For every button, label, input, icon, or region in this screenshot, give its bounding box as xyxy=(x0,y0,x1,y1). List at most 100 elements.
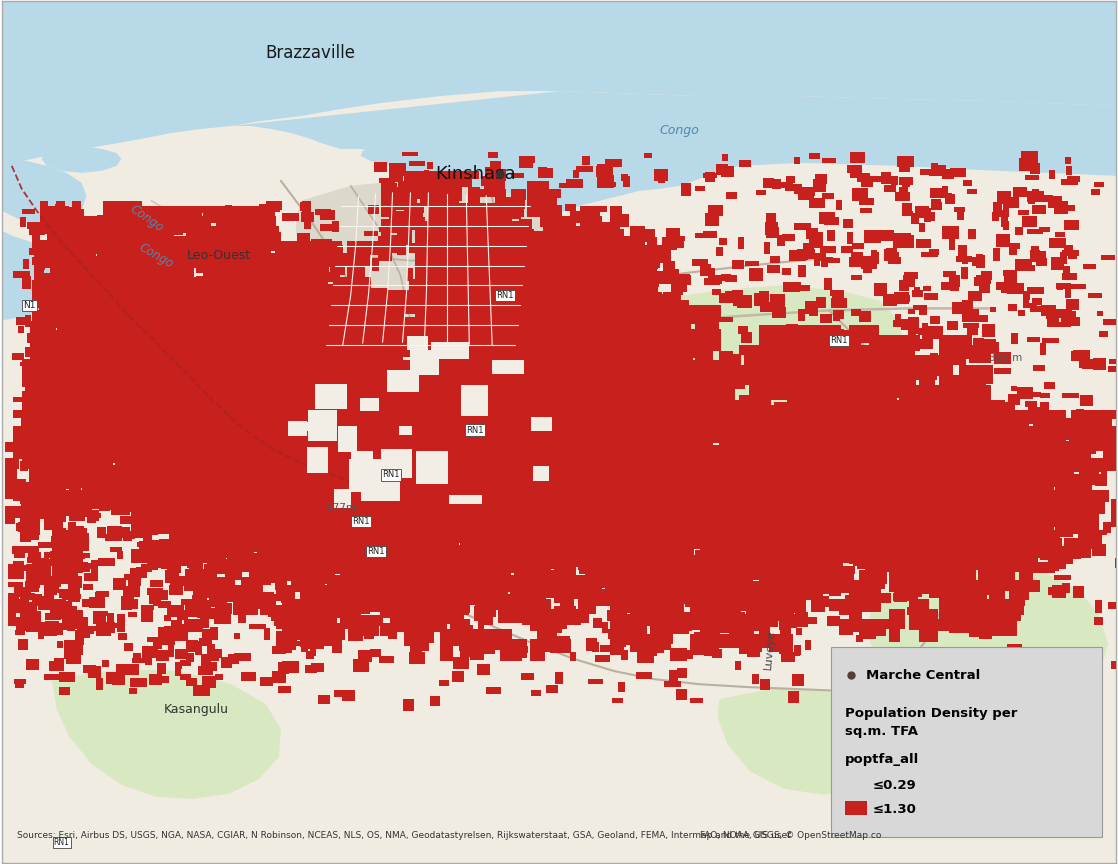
Bar xyxy=(720,455,732,466)
Bar xyxy=(690,575,711,587)
Bar xyxy=(171,465,190,479)
Bar xyxy=(231,470,247,488)
Bar xyxy=(148,549,168,566)
Bar xyxy=(271,555,291,575)
Bar xyxy=(539,449,561,473)
Bar xyxy=(708,519,717,529)
Bar xyxy=(909,475,932,489)
Bar xyxy=(859,600,872,613)
Bar xyxy=(215,456,227,469)
Bar xyxy=(471,307,490,329)
Bar xyxy=(769,535,783,549)
Bar xyxy=(348,416,369,433)
Bar xyxy=(540,600,551,619)
Bar xyxy=(612,465,635,481)
Bar xyxy=(257,561,269,576)
Bar xyxy=(795,485,809,492)
Bar xyxy=(286,388,313,422)
Bar xyxy=(161,234,174,241)
Bar xyxy=(334,336,354,354)
Bar xyxy=(405,504,432,520)
Bar xyxy=(151,375,176,397)
Bar xyxy=(845,595,853,604)
Bar xyxy=(540,216,555,226)
Bar xyxy=(221,490,236,510)
Bar xyxy=(961,537,972,553)
Bar xyxy=(864,412,884,432)
Bar xyxy=(21,375,31,387)
Bar xyxy=(667,501,679,511)
Bar xyxy=(257,352,265,364)
Bar xyxy=(1005,479,1016,489)
Bar xyxy=(731,556,740,572)
Bar xyxy=(321,445,341,457)
Bar xyxy=(779,355,800,365)
Bar xyxy=(992,434,1002,448)
Bar xyxy=(563,437,587,454)
Bar xyxy=(117,447,133,464)
Bar xyxy=(795,573,807,588)
Text: RN1: RN1 xyxy=(381,470,399,480)
Bar xyxy=(551,353,575,378)
Bar xyxy=(605,520,624,538)
Bar xyxy=(721,569,733,581)
Bar xyxy=(506,307,534,335)
Bar xyxy=(514,535,525,547)
Bar xyxy=(849,460,861,480)
Bar xyxy=(899,490,923,507)
Bar xyxy=(41,465,59,475)
Bar xyxy=(357,492,388,514)
Bar xyxy=(894,192,910,201)
Bar xyxy=(263,313,295,340)
Bar xyxy=(859,365,877,386)
Bar xyxy=(599,229,614,246)
Bar xyxy=(720,410,746,434)
Bar xyxy=(623,389,646,409)
Bar xyxy=(503,258,517,276)
Bar xyxy=(626,307,654,321)
Bar xyxy=(359,527,379,541)
Bar xyxy=(659,473,671,502)
Bar xyxy=(281,385,306,405)
Bar xyxy=(804,452,819,469)
Bar xyxy=(1008,499,1026,511)
Bar xyxy=(785,486,795,499)
Bar xyxy=(676,443,683,448)
Bar xyxy=(227,461,247,473)
Bar xyxy=(120,240,135,253)
Bar xyxy=(660,613,675,622)
Bar xyxy=(479,529,494,533)
Bar xyxy=(555,283,572,311)
Bar xyxy=(301,346,311,367)
Bar xyxy=(364,231,378,236)
Bar xyxy=(1042,450,1062,463)
Bar xyxy=(485,339,520,356)
Bar xyxy=(527,189,541,209)
Bar xyxy=(669,513,684,519)
Bar xyxy=(467,245,475,255)
Bar xyxy=(711,332,720,345)
Bar xyxy=(849,501,862,511)
Bar xyxy=(77,359,97,374)
Bar xyxy=(371,528,386,550)
Bar xyxy=(148,517,161,528)
Bar xyxy=(31,321,53,348)
Bar xyxy=(276,380,302,405)
Bar xyxy=(439,444,470,470)
Bar xyxy=(404,600,417,619)
Bar xyxy=(567,500,576,506)
Bar xyxy=(410,639,423,657)
Bar xyxy=(457,380,490,396)
Bar xyxy=(869,569,885,589)
Bar xyxy=(591,414,610,436)
Bar xyxy=(947,505,958,512)
Bar xyxy=(1063,266,1070,279)
Bar xyxy=(629,370,647,384)
Bar xyxy=(459,626,473,638)
Bar xyxy=(415,218,425,223)
Bar xyxy=(150,431,169,452)
Bar xyxy=(849,503,860,517)
Bar xyxy=(342,537,349,550)
Bar xyxy=(547,281,561,290)
Bar xyxy=(61,399,75,421)
